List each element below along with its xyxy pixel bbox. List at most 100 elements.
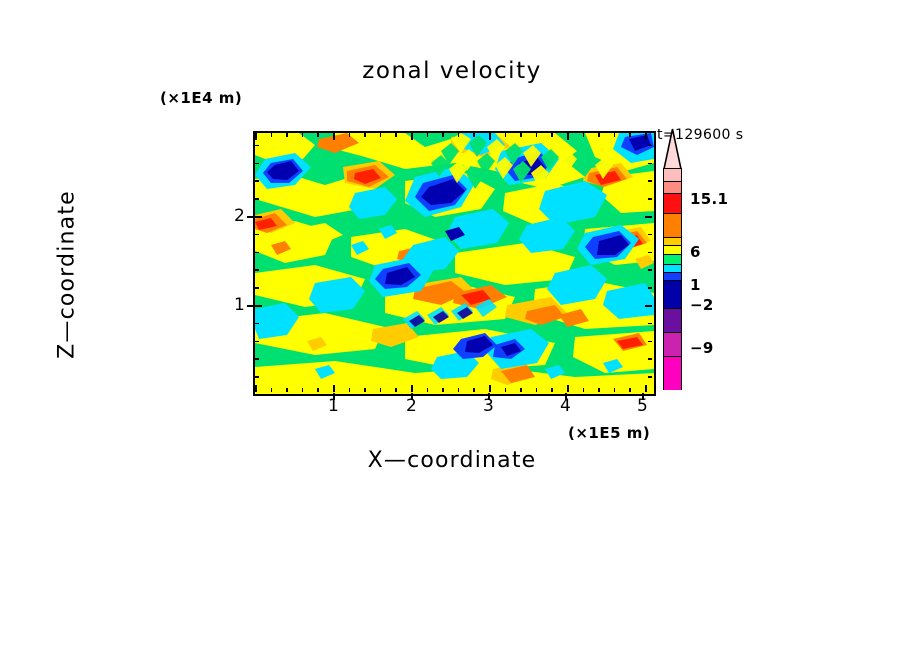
- z-minor-tick-right: [648, 162, 652, 164]
- x-minor-tick-top: [270, 133, 272, 137]
- colorbar-band-2: [663, 308, 682, 332]
- x-minor-tick-bottom: [317, 388, 319, 392]
- z-minor-tick-left: [255, 358, 259, 360]
- x-axis-units: (×1E5 m): [568, 424, 651, 442]
- x-minor-tick-bottom: [301, 388, 304, 392]
- z-tick-2: [247, 216, 254, 218]
- z-major-tick-left: [255, 305, 262, 307]
- z-minor-tick-right: [648, 198, 652, 200]
- z-minor-tick-right: [648, 233, 652, 236]
- x-major-tick-bottom: [255, 385, 257, 392]
- z-minor-tick-left: [255, 162, 259, 164]
- x-minor-tick-top: [473, 133, 475, 137]
- x-minor-tick-bottom: [395, 388, 397, 392]
- colorbar-label-1: 1: [690, 276, 701, 294]
- x-major-tick-bottom: [567, 385, 569, 392]
- x-minor-tick-top: [317, 133, 319, 137]
- x-minor-tick-top: [582, 133, 584, 137]
- x-minor-tick-bottom: [364, 388, 366, 392]
- x-minor-tick-top: [426, 133, 428, 137]
- x-tick-5: [642, 393, 644, 400]
- z-minor-tick-right: [648, 322, 652, 325]
- colorbar-band-7: [663, 245, 682, 254]
- z-axis-label: Z—coordinate: [54, 190, 80, 359]
- x-minor-tick-bottom: [629, 388, 631, 392]
- z-minor-tick-left: [255, 269, 259, 271]
- x-minor-tick-top: [301, 133, 304, 137]
- x-minor-tick-bottom: [613, 388, 616, 392]
- colorbar[interactable]: [663, 128, 682, 390]
- colorbar-band-4: [663, 272, 682, 280]
- colorbar-band-10: [663, 193, 682, 213]
- x-minor-tick-bottom: [457, 388, 460, 392]
- z-minor-tick-left: [255, 376, 259, 378]
- z-minor-tick-left: [255, 233, 259, 236]
- x-tick-label-3: 3: [483, 396, 494, 416]
- colorbar-label-neg2: −2: [690, 296, 714, 314]
- colorbar-band-3: [663, 280, 682, 308]
- z-minor-tick-left: [255, 287, 259, 289]
- colorbar-label-15: 15.1: [690, 190, 729, 208]
- x-tick-1: [333, 393, 335, 400]
- contour-plot-area[interactable]: [253, 131, 656, 396]
- x-minor-tick-top: [598, 133, 600, 137]
- z-minor-tick-left: [255, 251, 259, 253]
- x-tick-2: [411, 393, 413, 400]
- x-minor-tick-top: [395, 133, 397, 137]
- x-minor-tick-top: [364, 133, 366, 137]
- colorbar-band-1: [663, 332, 682, 356]
- colorbar-band-5: [663, 264, 682, 272]
- z-major-tick-left: [255, 216, 262, 218]
- z-minor-tick-left: [255, 198, 259, 200]
- x-minor-tick-bottom: [442, 388, 444, 392]
- x-minor-tick-top: [286, 133, 288, 137]
- colorbar-band-0: [663, 356, 682, 390]
- x-minor-tick-top: [457, 133, 460, 137]
- z-minor-tick-left: [255, 144, 259, 147]
- colorbar-band-8: [663, 237, 682, 245]
- colorbar-band-12: [663, 168, 682, 181]
- x-minor-tick-bottom: [598, 388, 600, 392]
- colorbar-label-neg9: −9: [690, 339, 714, 357]
- x-major-tick-bottom: [411, 385, 413, 392]
- z-tick-label-2: 2: [234, 206, 245, 226]
- z-major-tick-right: [645, 216, 652, 218]
- z-minor-tick-left: [255, 180, 259, 182]
- x-minor-tick-bottom: [379, 388, 382, 392]
- x-minor-tick-bottom: [520, 388, 522, 392]
- x-tick-4: [565, 393, 567, 400]
- contour-field: [255, 133, 654, 394]
- x-minor-tick-top: [504, 133, 506, 137]
- timestamp-label: t=129600 s: [657, 127, 744, 143]
- x-minor-tick-bottom: [426, 388, 428, 392]
- z-minor-tick-right: [648, 180, 652, 182]
- x-minor-tick-top: [520, 133, 522, 137]
- z-tick-label-1: 1: [234, 295, 245, 315]
- x-minor-tick-top: [348, 133, 350, 137]
- z-minor-tick-right: [648, 358, 652, 360]
- x-major-tick-bottom: [489, 385, 491, 392]
- z-minor-tick-right: [648, 376, 652, 378]
- x-minor-tick-bottom: [286, 388, 288, 392]
- x-major-tick-top: [255, 133, 257, 140]
- colorbar-band-11: [663, 181, 682, 193]
- colorbar-label-6: 6: [690, 243, 701, 261]
- z-minor-tick-right: [648, 251, 652, 253]
- x-minor-tick-bottom: [551, 388, 553, 392]
- z-minor-tick-left: [255, 340, 259, 342]
- x-tick-label-4: 4: [560, 396, 571, 416]
- x-major-tick-bottom: [333, 385, 335, 392]
- x-minor-tick-bottom: [582, 388, 584, 392]
- z-axis-units: (×1E4 m): [160, 89, 243, 107]
- colorbar-arrow-cap: [663, 128, 682, 169]
- z-minor-tick-right: [648, 144, 652, 147]
- x-minor-tick-bottom: [348, 388, 350, 392]
- x-axis-label: X—coordinate: [367, 448, 537, 473]
- colorbar-band-9: [663, 213, 682, 237]
- z-tick-1: [247, 305, 254, 307]
- x-major-tick-top: [411, 133, 413, 140]
- x-major-tick-bottom: [645, 385, 647, 392]
- x-tick-label-5: 5: [637, 396, 648, 416]
- x-minor-tick-top: [613, 133, 616, 137]
